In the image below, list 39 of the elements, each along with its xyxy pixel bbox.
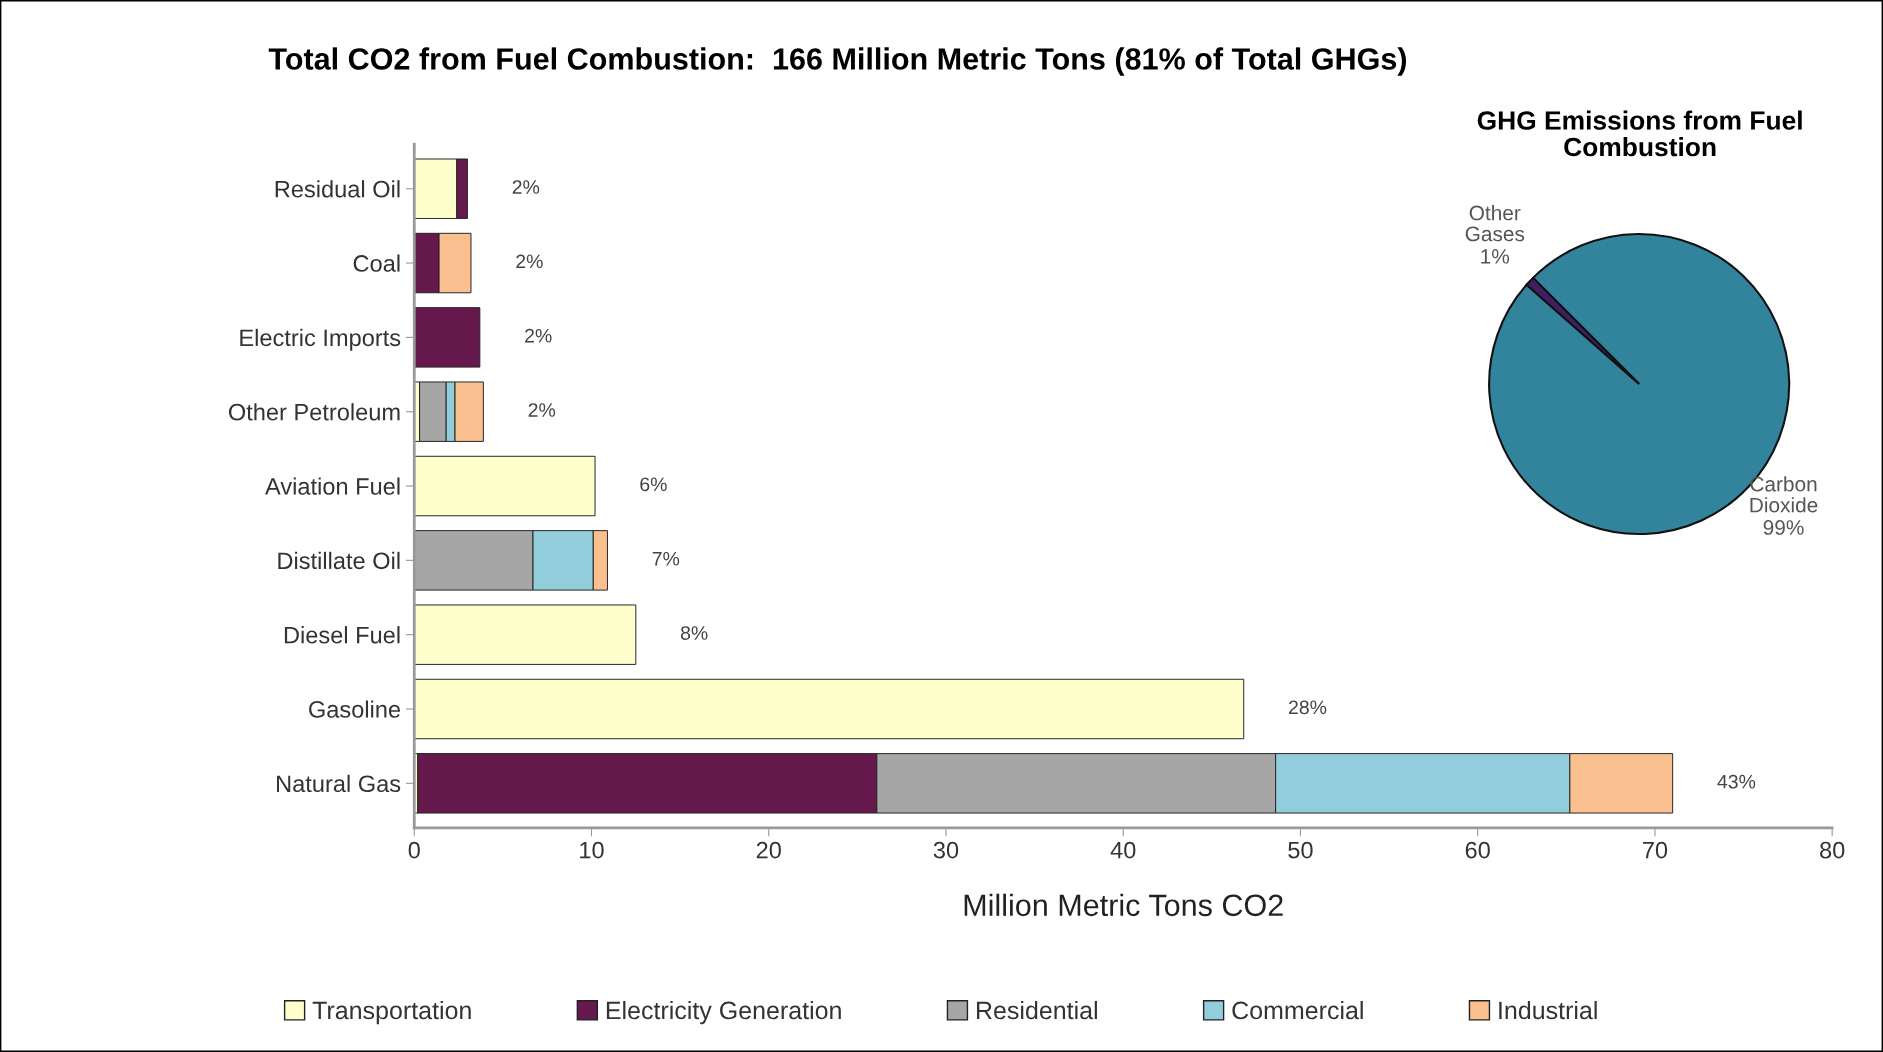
slice-label: Other Gases — [1465, 205, 1525, 242]
x-tick-label: 80 — [1820, 841, 1845, 859]
x-tick-label: 30 — [933, 841, 959, 859]
annotation: 2% — [516, 254, 543, 269]
y-tick-label: Aviation Fuel — [265, 477, 400, 495]
legend-label: Residential — [976, 1000, 1097, 1020]
annotation: 2% — [528, 403, 556, 417]
y-tick-label: Coal — [353, 254, 400, 272]
legend-label: Transportation — [312, 1000, 471, 1025]
annotation: 7% — [652, 551, 680, 566]
y-tick-label: Gasoline — [309, 700, 401, 718]
x-tick-label: 40 — [1110, 841, 1136, 859]
x-axis-title: Million Metric Tons CO2 — [964, 893, 1283, 917]
chart-title: Total CO2 from Fuel Combustion: 166 Million Metric Tons (81% of Total GHGs) — [268, 47, 1407, 76]
slice-label: Carbon Dioxide — [1750, 476, 1818, 513]
legend-label: Industrial — [1499, 1000, 1597, 1020]
annotation: 28% — [1289, 700, 1327, 715]
data-label: 1% — [1481, 249, 1510, 264]
y-tick-label: Natural Gas — [277, 774, 401, 793]
x-tick-label: 20 — [756, 841, 781, 859]
legend-label: Electricity Generation — [606, 1000, 841, 1025]
annotation: 6% — [640, 477, 667, 492]
data-label: 99% — [1763, 520, 1804, 535]
x-tick-label: 50 — [1288, 841, 1313, 859]
x-tick-label: 70 — [1643, 841, 1668, 859]
y-tick-label: Residual Oil — [275, 180, 400, 198]
legend-label: Commercial — [1232, 1000, 1363, 1020]
y-tick-label: Diesel Fuel — [284, 626, 400, 644]
x-tick-label: 60 — [1465, 841, 1490, 859]
x-tick-label: 10 — [580, 841, 604, 859]
annotation: 2% — [525, 328, 552, 343]
y-tick-label: Other Petroleum — [228, 403, 400, 421]
y-tick-label: Distillate Oil — [278, 551, 400, 570]
annotation: 43% — [1717, 774, 1756, 789]
y-tick-label: Electric Imports — [240, 328, 401, 351]
annotation: 8% — [680, 626, 708, 640]
x-tick-label: 0 — [408, 841, 420, 859]
chart-title: GHG Emissions from Fuel Combustion — [1477, 110, 1802, 157]
annotation: 2% — [512, 180, 540, 194]
